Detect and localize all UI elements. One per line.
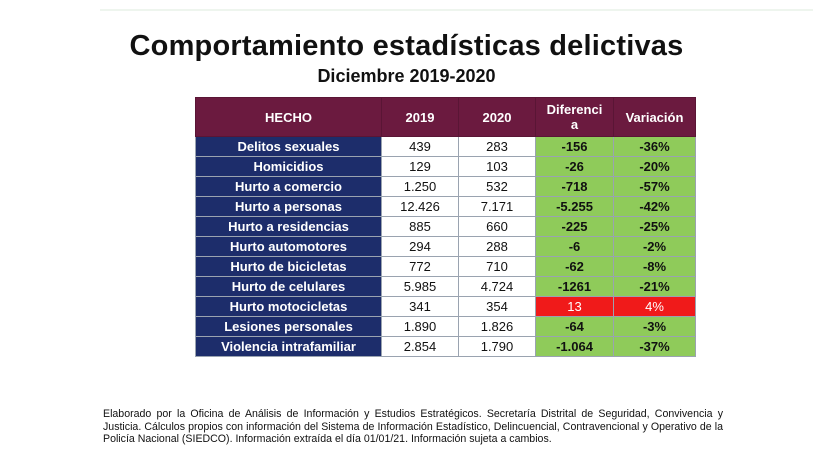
header-variacion: Variación: [613, 97, 696, 137]
cell-hecho: Hurto a personas: [195, 196, 382, 217]
cell-2020: 4.724: [458, 276, 536, 297]
cell-diferencia: -1.064: [535, 336, 614, 357]
cell-variacion: -8%: [613, 256, 696, 277]
table-row: Hurto de celulares 5.985 4.724 -1261 -21%: [195, 276, 696, 297]
cell-variacion: -36%: [613, 136, 696, 157]
cell-hecho: Homicidios: [195, 156, 382, 177]
cell-hecho: Hurto de celulares: [195, 276, 382, 297]
cell-2020: 103: [458, 156, 536, 177]
cell-diferencia: -6: [535, 236, 614, 257]
cell-variacion: -37%: [613, 336, 696, 357]
header-2020: 2020: [458, 97, 536, 137]
cell-2019: 885: [381, 216, 459, 237]
cell-variacion: -42%: [613, 196, 696, 217]
cell-2020: 1.790: [458, 336, 536, 357]
cell-2020: 7.171: [458, 196, 536, 217]
table-header-row: HECHO 2019 2020 Diferenci a Variación: [195, 97, 696, 137]
cell-diferencia: -5.255: [535, 196, 614, 217]
cell-diferencia: -156: [535, 136, 614, 157]
header-hecho: HECHO: [195, 97, 382, 137]
cell-diferencia: -225: [535, 216, 614, 237]
cell-diferencia: -64: [535, 316, 614, 337]
table-row: Hurto motocicletas 341 354 13 4%: [195, 296, 696, 317]
table-row: Lesiones personales 1.890 1.826 -64 -3%: [195, 316, 696, 337]
cell-2020: 532: [458, 176, 536, 197]
cell-2019: 129: [381, 156, 459, 177]
cell-2019: 341: [381, 296, 459, 317]
cell-diferencia: -62: [535, 256, 614, 277]
cell-2020: 710: [458, 256, 536, 277]
cell-2019: 439: [381, 136, 459, 157]
table-row: Violencia intrafamiliar 2.854 1.790 -1.064-…: [195, 336, 696, 357]
cell-variacion: 4%: [613, 296, 696, 317]
cell-2019: 1.250: [381, 176, 459, 197]
cell-hecho: Hurto a comercio: [195, 176, 382, 197]
cell-2020: 283: [458, 136, 536, 157]
cell-2020: 1.826: [458, 316, 536, 337]
cell-2020: 288: [458, 236, 536, 257]
cell-2019: 294: [381, 236, 459, 257]
cell-diferencia: -718: [535, 176, 614, 197]
cell-hecho: Hurto automotores: [195, 236, 382, 257]
cell-variacion: -21%: [613, 276, 696, 297]
table-row: Hurto a residencias 885 660 -225 -25%: [195, 216, 696, 237]
cell-hecho: Violencia intrafamiliar: [195, 336, 382, 357]
cell-hecho: Hurto de bicicletas: [195, 256, 382, 277]
table-row: Homicidios 129 103 -26 -20%: [195, 156, 696, 177]
cell-variacion: -25%: [613, 216, 696, 237]
cell-hecho: Delitos sexuales: [195, 136, 382, 157]
header-2019: 2019: [381, 97, 459, 137]
page-title: Comportamiento estadísticas delictivas: [129, 30, 684, 62]
table-row: Hurto de bicicletas 772 710 -62 -8%: [195, 256, 696, 277]
table-row: Delitos sexuales 439 283 -156 -36%: [195, 136, 696, 157]
header-diferencia-line2: a: [570, 117, 579, 132]
page-subtitle: Diciembre 2019-2020: [317, 66, 496, 86]
cell-hecho: Hurto a residencias: [195, 216, 382, 237]
cell-diferencia: -26: [535, 156, 614, 177]
cell-hecho: Lesiones personales: [195, 316, 382, 337]
cell-variacion: -2%: [613, 236, 696, 257]
cell-variacion: -57%: [613, 176, 696, 197]
header-diferencia-line1: Diferenci: [546, 102, 603, 117]
top-divider: [100, 9, 813, 11]
cell-diferencia: -1261: [535, 276, 614, 297]
cell-2019: 2.854: [381, 336, 459, 357]
cell-variacion: -3%: [613, 316, 696, 337]
cell-2020: 354: [458, 296, 536, 317]
crime-statistics-table: HECHO 2019 2020 Diferenci a Variación De…: [195, 97, 696, 357]
cell-2019: 772: [381, 256, 459, 277]
source-footnote: Elaborado por la Oficina de Análisis de …: [103, 408, 723, 446]
cell-2019: 5.985: [381, 276, 459, 297]
header-diferencia: Diferenci a: [535, 97, 614, 137]
cell-2019: 12.426: [381, 196, 459, 217]
cell-hecho: Hurto motocicletas: [195, 296, 382, 317]
table-row: Hurto automotores 294 288 -6 -2%: [195, 236, 696, 257]
cell-2020: 660: [458, 216, 536, 237]
cell-variacion: -20%: [613, 156, 696, 177]
table-body: Delitos sexuales 439 283 -156 -36% Homicidios…: [195, 136, 696, 357]
table-row: Hurto a comercio 1.250 532 -718 -57%: [195, 176, 696, 197]
cell-2019: 1.890: [381, 316, 459, 337]
table-row: Hurto a personas 12.426 7.171 -5.255 -42%: [195, 196, 696, 217]
cell-diferencia: 13: [535, 296, 614, 317]
